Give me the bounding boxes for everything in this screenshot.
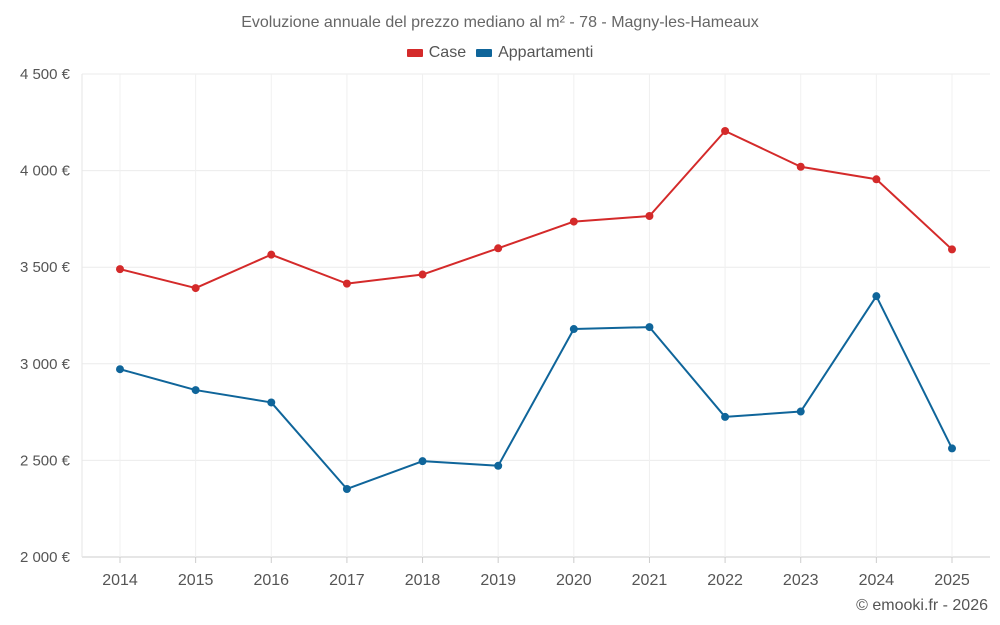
x-tick-label: 2025 [934,572,970,589]
y-tick-label: 4 500 € [20,66,71,83]
data-point-appartamenti [948,444,956,453]
y-tick-label: 3 500 € [20,259,71,276]
data-point-appartamenti [796,407,805,416]
legend-item-appartamenti[interactable]: Appartamenti [476,44,593,62]
credit: © emooki.fr - 2026 [856,597,988,614]
legend-label-case: Case [428,44,467,61]
x-tick-label: 2016 [253,572,289,589]
x-tick-label: 2020 [556,572,592,589]
legend: Case Appartamenti [0,44,1000,62]
x-tick-label: 2023 [783,572,819,589]
series-line-appartamenti [119,295,953,490]
data-point-case [569,217,578,226]
legend-item-case[interactable]: Case [406,44,467,62]
data-point-case [116,265,124,274]
data-point-case [191,284,200,293]
data-point-case [267,250,276,259]
data-point-appartamenti [191,386,200,395]
series-line-case [119,129,953,290]
legend-swatch-case [406,49,423,57]
legend-label-appartamenti: Appartamenti [498,44,594,61]
data-point-appartamenti [494,461,503,470]
y-tick-label: 4 000 € [20,163,71,180]
data-point-case [721,126,730,135]
x-tick-label: 2017 [329,572,365,589]
data-point-appartamenti [267,398,276,407]
data-point-appartamenti [721,412,730,421]
x-tick-label: 2015 [178,572,214,589]
data-point-case [796,162,805,171]
x-tick-label: 2018 [405,572,441,589]
y-tick-label: 2 000 € [20,549,71,566]
data-point-case [645,212,654,221]
data-point-case [342,279,351,288]
data-point-case [948,245,956,254]
x-tick-label: 2024 [859,572,895,589]
data-point-appartamenti [645,323,654,332]
x-tick-label: 2014 [102,572,138,589]
y-tick-label: 2 500 € [20,452,71,469]
data-point-case [872,175,881,184]
x-tick-label: 2021 [632,572,668,589]
data-point-appartamenti [569,325,578,334]
data-point-case [418,270,427,279]
x-tick-label: 2022 [707,572,743,589]
data-point-appartamenti [872,292,881,301]
data-point-appartamenti [418,457,427,466]
data-point-appartamenti [342,484,351,493]
chart-title: Evoluzione annuale del prezzo mediano al… [241,14,759,31]
y-tick-label: 3 000 € [20,356,71,373]
data-point-appartamenti [116,365,124,374]
x-tick-label: 2019 [480,572,516,589]
data-point-case [494,244,503,253]
legend-swatch-appartamenti [476,49,493,57]
